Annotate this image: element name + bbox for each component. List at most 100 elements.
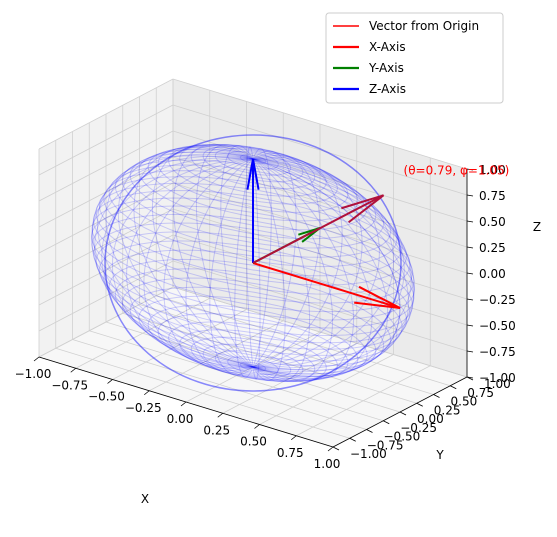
sphere-meridian: [220, 144, 254, 368]
grid-line: [38, 78, 174, 150]
tick-labels: −1.00−1.00−1.00−0.75−0.75−0.75−0.50−0.50…: [15, 163, 516, 471]
sphere-meridian: [252, 148, 272, 368]
grid-lines: [38, 78, 468, 448]
x-tick-mark: [217, 412, 223, 418]
y-tick-label: 0.50: [451, 395, 478, 409]
vectors: [246, 158, 401, 309]
grid-line: [172, 130, 468, 222]
sphere-meridian: [252, 158, 334, 383]
vector-arrowhead: [348, 194, 385, 224]
sphere-parallel: [91, 197, 415, 313]
sphere-parallel: [157, 144, 349, 213]
sphere-parallel: [95, 182, 411, 295]
vector-arrowhead: [252, 158, 260, 190]
sphere-parallel: [103, 170, 403, 277]
x-tick-label: −1.00: [15, 367, 52, 381]
grid-line: [222, 342, 357, 414]
sphere-meridian: [252, 158, 311, 382]
grid-line: [38, 156, 174, 228]
sphere-outline: [104, 134, 402, 392]
sphere-meridian: [133, 145, 254, 368]
z-tick-mark: [466, 168, 474, 171]
sphere-meridian: [252, 158, 412, 369]
grid-line: [122, 312, 417, 404]
y-tick-mark: [433, 394, 440, 398]
y-tick-mark: [399, 411, 407, 416]
y-tick-label: 0.25: [434, 403, 461, 417]
sphere-meridian: [252, 158, 380, 368]
y-tick-label: 1.00: [484, 377, 511, 391]
z-tick-mark: [466, 220, 474, 223]
sphere-meridian: [195, 144, 254, 368]
sphere-parallel: [108, 258, 398, 362]
grid-line: [156, 295, 451, 387]
x-tick-label: 1.00: [314, 457, 341, 471]
sphere-parallel: [121, 155, 385, 249]
sphere-meridian: [91, 155, 254, 368]
z-tick-label: 1.00: [479, 163, 506, 177]
y-tick-label: −0.75: [367, 438, 404, 452]
sphere-parallel: [202, 343, 304, 380]
sphere-meridian: [185, 158, 254, 374]
sphere-meridian: [143, 158, 254, 370]
legend-label-vector-from-origin: Vector from Origin: [369, 19, 479, 33]
y-tick-mark: [450, 385, 457, 390]
z-tick-label: −1.00: [479, 371, 516, 385]
sphere-parallel: [147, 304, 359, 380]
sphere-parallel: [239, 361, 267, 372]
grid-line: [38, 104, 174, 176]
vector-arrowhead: [246, 158, 254, 190]
grid-line: [139, 304, 434, 395]
sphere-parallel: [179, 329, 327, 382]
z-axis-label: Z: [533, 220, 541, 234]
legend-label-z-axis: Z-Axis: [369, 82, 406, 96]
sphere-parallel: [214, 350, 292, 378]
sphere-parallel: [147, 146, 359, 222]
y-axis-label: Y: [435, 448, 444, 462]
sphere-parallel: [95, 231, 411, 344]
sphere-meridian: [252, 158, 355, 382]
sphere-meridian: [252, 158, 261, 380]
x-tick-mark: [180, 401, 187, 407]
sphere-parallel: [92, 189, 414, 304]
angle-annotation: (θ=0.79, φ=1.05): [404, 163, 510, 177]
y-tick-label: −0.50: [384, 430, 421, 444]
x-tick-label: 0.00: [167, 412, 194, 426]
grid-line: [172, 286, 468, 378]
sphere-parallel: [114, 268, 392, 367]
sphere-meridian: [96, 151, 254, 368]
grid-line: [38, 130, 174, 202]
grid-line: [259, 354, 394, 425]
vector-z-axis: [246, 158, 260, 263]
sphere-parallel: [98, 176, 408, 286]
sphere-meridian: [126, 158, 254, 368]
x-tick-mark: [70, 367, 76, 373]
legend-box: [325, 12, 504, 104]
legend-label-y-axis: Y-Axis: [368, 61, 404, 75]
x-tick-mark: [33, 356, 40, 362]
sphere-meridian: [252, 158, 286, 382]
y-tick-mark: [349, 437, 356, 442]
sphere-parallel: [129, 151, 377, 240]
sphere-meridian: [172, 143, 254, 368]
sphere-meridian: [252, 158, 395, 368]
z-tick-mark: [466, 246, 474, 249]
sphere-meridian: [91, 153, 254, 368]
sphere-meridian: [252, 150, 297, 368]
x-tick-label: −0.75: [51, 378, 88, 392]
x-tick-label: 0.75: [277, 446, 304, 460]
sphere-meridian: [252, 158, 405, 368]
x-tick-label: −0.25: [125, 401, 162, 415]
sphere-meridian: [252, 154, 343, 368]
z-tick-label: 0.00: [479, 267, 506, 281]
sphere-meridian: [252, 158, 373, 381]
sphere-parallel: [91, 213, 415, 329]
sphere-meridian: [111, 158, 254, 368]
y-tick-mark: [332, 446, 340, 451]
vector-shaft: [252, 194, 385, 264]
z-tick-label: −0.50: [479, 319, 516, 333]
vector-x-axis: [252, 262, 401, 309]
z-tick-label: −0.25: [479, 293, 516, 307]
x-tick-label: −0.50: [88, 390, 125, 404]
